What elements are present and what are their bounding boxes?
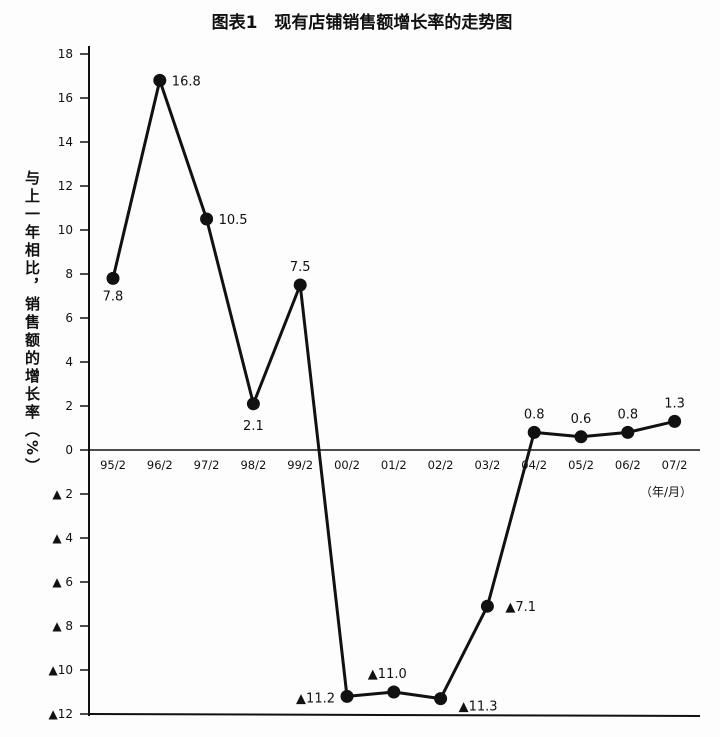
x-tick-label: 95/2 xyxy=(100,458,126,472)
data-point xyxy=(387,685,401,699)
x-tick-label: 98/2 xyxy=(240,458,266,472)
chart-title: 图表1 现有店铺销售额增长率的走势图 xyxy=(212,12,513,33)
x-tick-label: 05/2 xyxy=(568,458,594,472)
x-tick-label: 06/2 xyxy=(615,458,641,472)
data-point xyxy=(246,397,260,411)
data-point xyxy=(200,212,214,226)
data-label: ▲11.0 xyxy=(368,667,407,682)
y-tick-label: ▲ 4 xyxy=(52,531,73,545)
y-tick-label: 4 xyxy=(65,355,73,369)
y-tick-label: 8 xyxy=(65,267,73,281)
x-tick-label: 02/2 xyxy=(428,458,454,472)
x-tick-label: 01/2 xyxy=(381,458,407,472)
y-tick-label: 2 xyxy=(65,399,73,413)
y-tick-label: 16 xyxy=(58,91,73,105)
data-point xyxy=(293,278,307,292)
y-axis-label: 与上一年相比，销售额的增长率（%） xyxy=(23,170,41,476)
y-tick-label: ▲ 8 xyxy=(52,619,73,633)
data-point xyxy=(527,425,541,439)
data-label: 10.5 xyxy=(219,213,248,228)
x-tick-label: 07/2 xyxy=(662,458,688,472)
data-label: ▲11.2 xyxy=(296,691,335,706)
y-tick-label: 14 xyxy=(58,135,73,149)
y-tick-label: 10 xyxy=(58,223,73,237)
data-label: 7.8 xyxy=(103,289,124,304)
data-point xyxy=(153,73,167,87)
data-point xyxy=(668,414,682,428)
y-tick-label: 12 xyxy=(58,179,73,193)
data-label: 0.8 xyxy=(617,407,638,422)
data-label: ▲11.3 xyxy=(459,700,498,715)
data-point xyxy=(574,430,588,444)
x-tick-label: 97/2 xyxy=(194,458,220,472)
y-tick-label: 0 xyxy=(65,443,73,457)
series-line xyxy=(111,78,675,701)
data-point xyxy=(434,692,448,706)
data-label: ▲7.1 xyxy=(505,600,536,615)
data-point xyxy=(340,689,354,703)
x-tick-label: 99/2 xyxy=(287,458,313,472)
y-tick-label: ▲12 xyxy=(49,707,74,721)
y-tick-label: ▲ 2 xyxy=(52,487,73,501)
x-axis-bottom-line xyxy=(88,713,701,717)
x-tick-label: 03/2 xyxy=(474,458,500,472)
data-point xyxy=(106,271,120,285)
data-label: 2.1 xyxy=(243,419,264,434)
data-label: 0.6 xyxy=(571,412,592,427)
y-tick-label: ▲ 6 xyxy=(52,575,73,589)
data-label: 7.5 xyxy=(290,260,311,275)
x-axis-unit-label: （年/月） xyxy=(640,485,692,499)
y-tick-label: ▲10 xyxy=(49,663,74,677)
y-tick-label: 18 xyxy=(58,47,73,61)
y-tick-label: 6 xyxy=(65,311,73,325)
data-label: 16.8 xyxy=(172,74,201,89)
data-label: 0.8 xyxy=(524,407,545,422)
data-point xyxy=(480,599,494,613)
data-label: 1.3 xyxy=(664,396,685,411)
data-point xyxy=(621,425,635,439)
x-tick-label: 00/2 xyxy=(334,458,360,472)
x-tick-label: 96/2 xyxy=(147,458,173,472)
